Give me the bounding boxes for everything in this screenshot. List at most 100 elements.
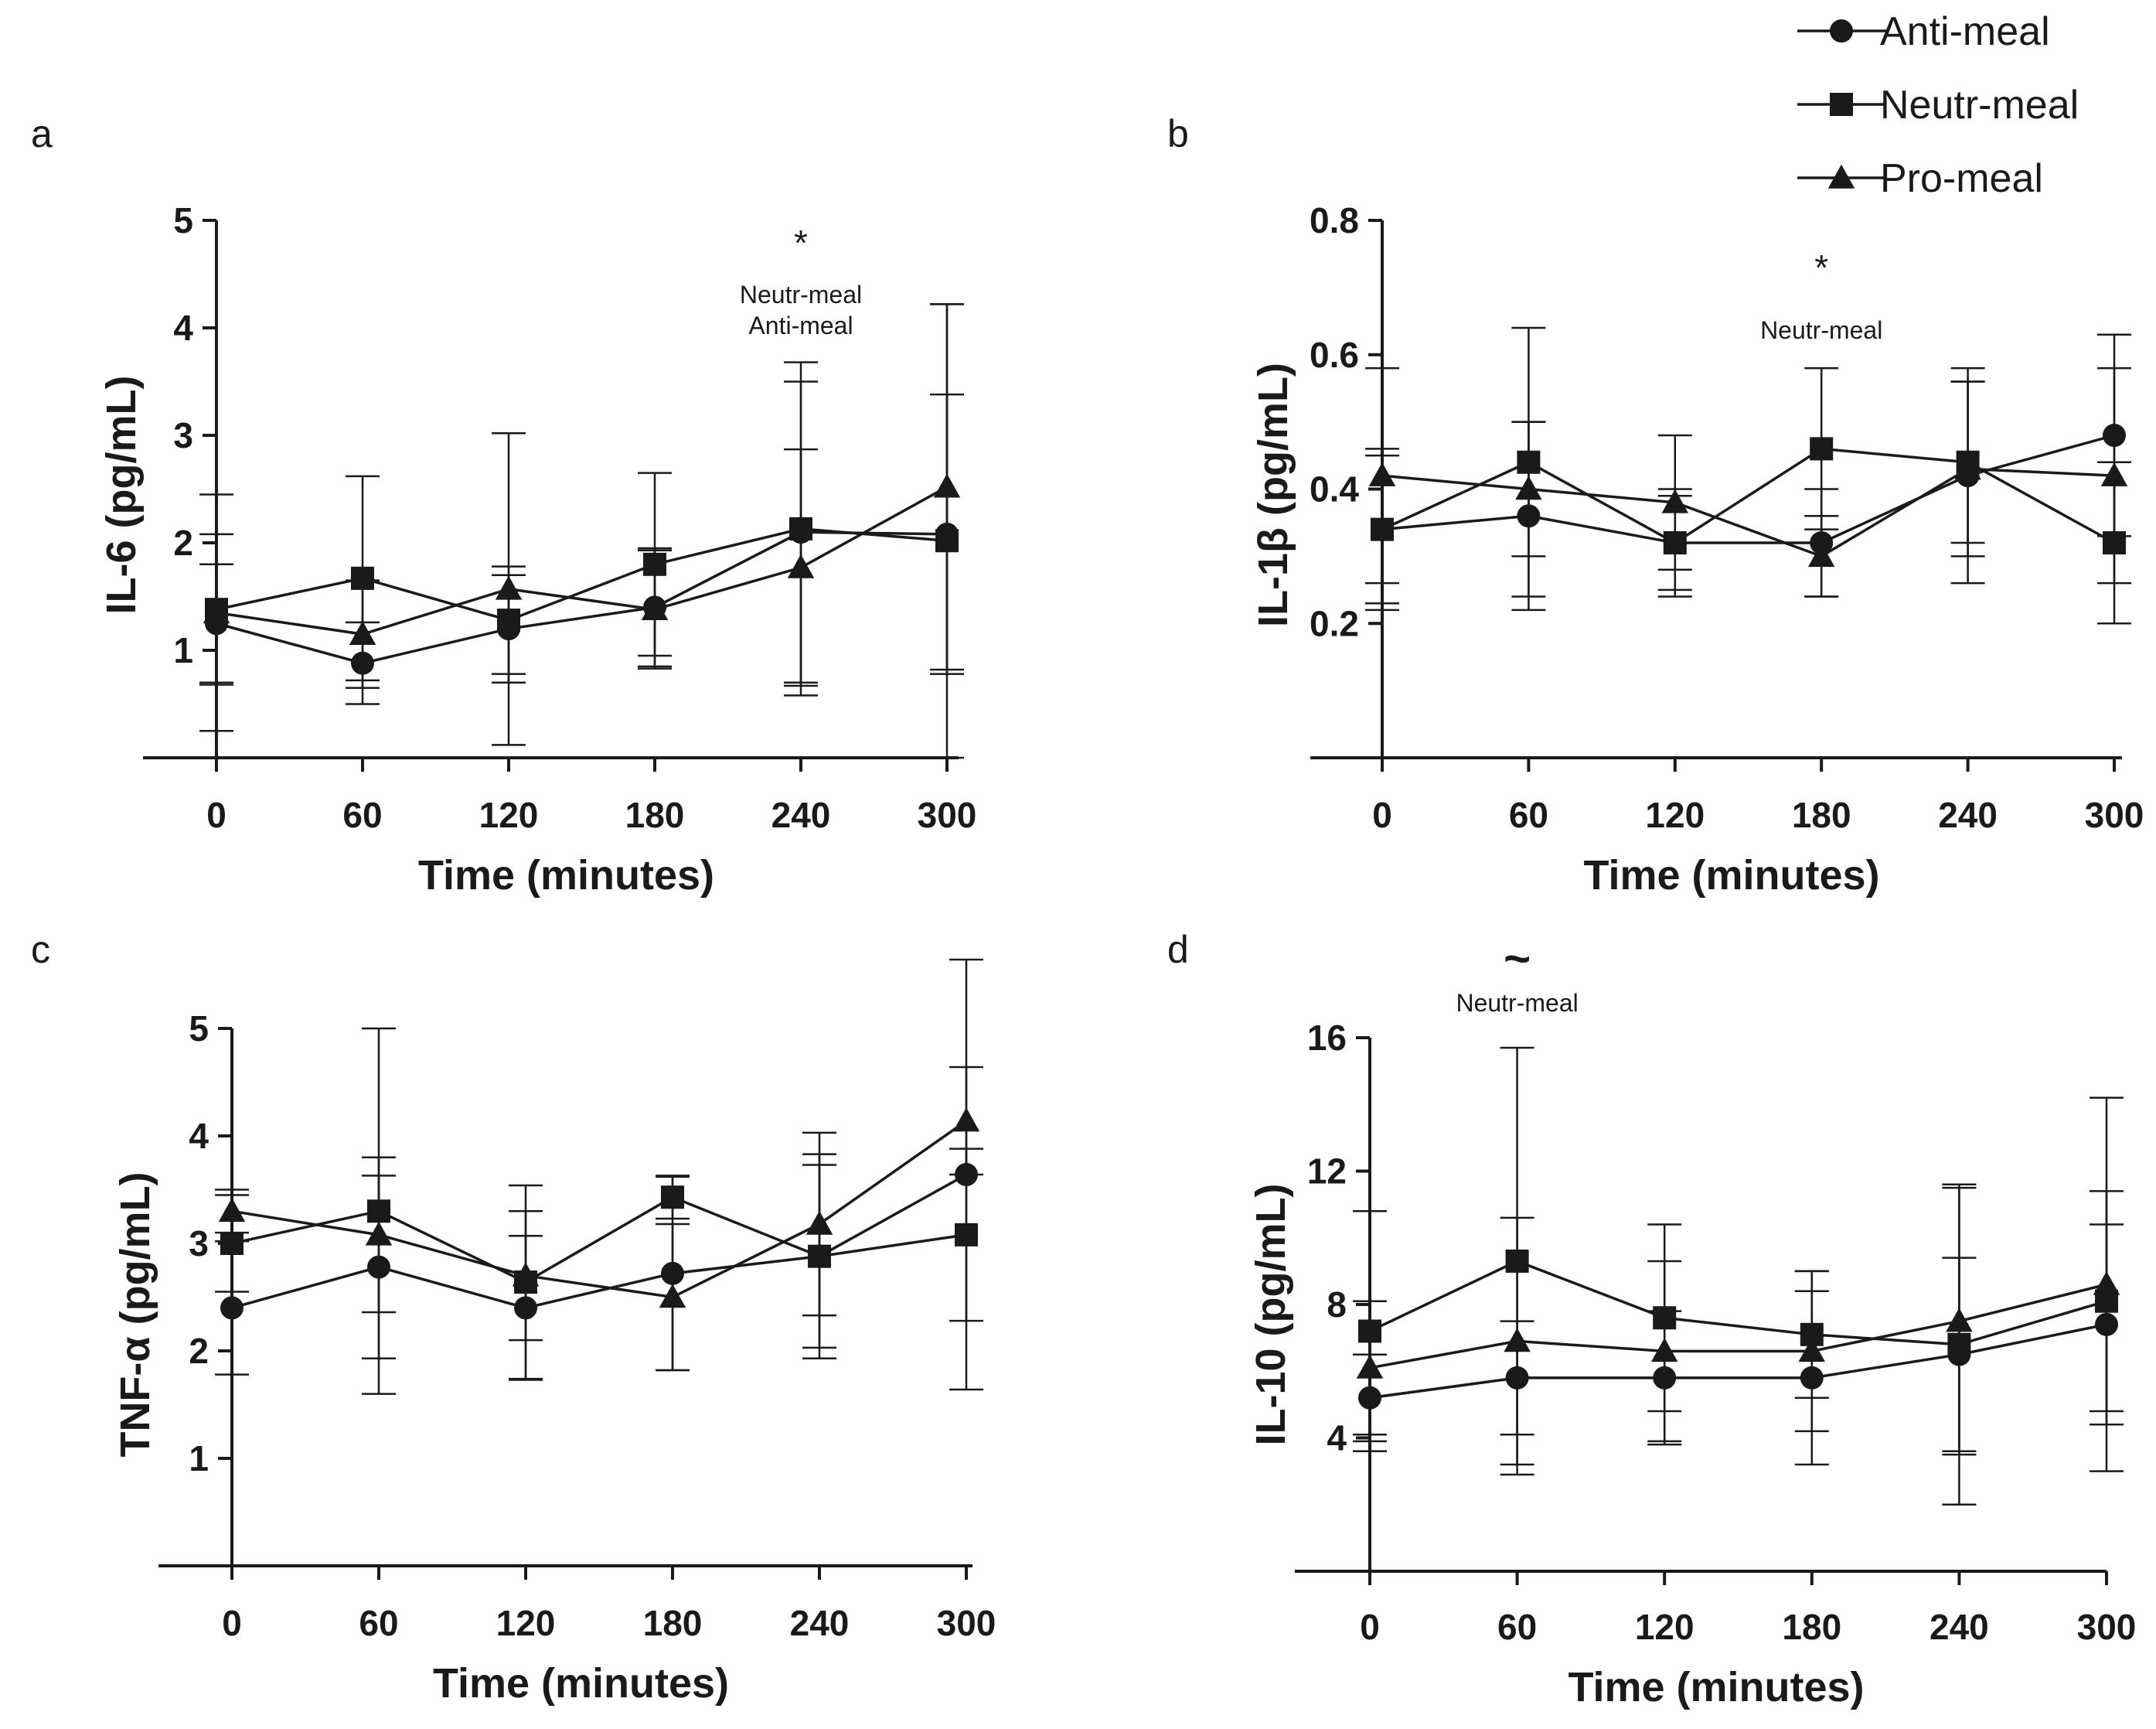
series-anti-meal	[199, 380, 964, 705]
x-tick-label: 120	[1645, 795, 1705, 835]
data-point	[512, 1262, 540, 1287]
data-point	[2100, 462, 2128, 486]
legend-marker-triangle	[1827, 164, 1855, 189]
series-line	[1381, 434, 2115, 544]
y-axis-title: TNF-α (pg/mL)	[112, 1171, 158, 1457]
series-neutr-meal	[215, 1027, 983, 1395]
series-neutr-meal	[1353, 1046, 2124, 1506]
legend: Anti-meal Neutr-meal Pro-meal	[1797, 9, 2079, 201]
data-point	[203, 599, 230, 624]
data-point	[1368, 462, 1396, 486]
y-tick-label: 0.4	[1310, 469, 1359, 510]
series-pro-meal	[215, 1066, 983, 1372]
x-axis-title: Time (minutes)	[1568, 1664, 1864, 1710]
legend-marker-square	[1830, 93, 1853, 116]
y-tick-label: 4	[189, 1116, 209, 1156]
x-tick-label: 180	[643, 1603, 703, 1643]
x-tick-label: 60	[1509, 795, 1548, 835]
y-axis-title: IL-1β (pg/mL)	[1250, 363, 1296, 627]
data-point	[365, 1221, 393, 1246]
panel-letter: d	[1167, 928, 1189, 971]
panel-letter: b	[1167, 112, 1189, 155]
data-point	[1810, 437, 1834, 461]
significance-label: Neutr-meal	[1456, 989, 1578, 1017]
panel-c: c 0 60 120 180 240 300 1 2 3 4 5 Time (minutes) TNF-α…	[31, 928, 996, 1707]
data-point	[349, 620, 376, 645]
y-axis-title: IL-6 (pg/mL)	[98, 376, 145, 615]
data-point	[1515, 476, 1542, 500]
y-tick-label: 0.6	[1310, 335, 1359, 375]
series-line	[231, 1173, 967, 1310]
series-line	[1381, 447, 2115, 545]
y-tick-label: 16	[1307, 1018, 1347, 1058]
legend-entry-anti-meal: Anti-meal	[1797, 9, 2050, 54]
series-pro-meal	[1365, 367, 2131, 598]
x-tick-label: 300	[918, 795, 977, 835]
y-tick-label: 2	[173, 523, 193, 563]
y-tick-label: 4	[173, 308, 193, 348]
series-neutr-meal	[1365, 326, 2131, 625]
y-tick-label: 5	[173, 200, 193, 240]
significance-symbol: *	[794, 223, 808, 263]
data-point	[218, 1198, 246, 1223]
data-point	[952, 1107, 980, 1132]
series-line	[1369, 1260, 2107, 1346]
x-tick-label: 120	[496, 1603, 556, 1643]
series-line	[216, 530, 948, 665]
x-tick-label: 300	[2085, 795, 2144, 835]
series-line	[231, 1195, 967, 1284]
data-point	[1798, 1338, 1826, 1362]
x-tick-label: 60	[342, 795, 382, 835]
y-tick-label: 2	[189, 1331, 209, 1371]
data-point	[806, 1210, 833, 1235]
y-axis-title: IL-10 (pg/mL)	[1248, 1184, 1294, 1446]
data-point	[1946, 1308, 1973, 1332]
significance-symbol: *	[1814, 247, 1828, 288]
data-point	[2093, 1270, 2120, 1295]
y-tick-label: 12	[1307, 1151, 1347, 1192]
x-axis-title: Time (minutes)	[418, 852, 714, 899]
y-tick-label: 1	[173, 630, 193, 670]
x-tick-label: 240	[771, 795, 831, 835]
series-line	[1369, 1323, 2107, 1400]
data-point	[1356, 1354, 1384, 1379]
legend-label: Anti-meal	[1880, 9, 2050, 54]
data-point	[1650, 1338, 1678, 1362]
data-point	[659, 1284, 686, 1308]
x-tick-label: 240	[790, 1603, 850, 1643]
legend-entry-neutr-meal: Neutr-meal	[1797, 83, 2079, 128]
x-tick-label: 0	[1372, 795, 1392, 835]
series-line	[231, 1120, 968, 1299]
series-anti-meal	[215, 958, 983, 1391]
series-pro-meal	[199, 303, 964, 746]
series-pro-meal	[1353, 1096, 2124, 1472]
series-line	[216, 527, 948, 622]
x-tick-label: 120	[1635, 1607, 1694, 1647]
data-point	[787, 554, 815, 578]
x-tick-label: 60	[359, 1603, 398, 1643]
y-tick-label: 0.2	[1310, 603, 1359, 643]
x-tick-label: 240	[1930, 1607, 1989, 1647]
significance-symbol: ~	[1504, 933, 1531, 984]
x-tick-label: 300	[2077, 1607, 2137, 1647]
y-tick-label: 8	[1327, 1284, 1347, 1325]
y-tick-label: 0.8	[1310, 200, 1359, 240]
x-tick-label: 60	[1497, 1607, 1537, 1647]
x-tick-label: 300	[937, 1603, 996, 1643]
y-tick-label: 3	[189, 1223, 209, 1264]
significance-label: Anti-meal	[748, 312, 853, 339]
significance-label: Neutr-meal	[1760, 316, 1882, 344]
x-tick-label: 120	[479, 795, 539, 835]
data-point	[1954, 455, 1981, 480]
data-point	[1661, 489, 1689, 513]
data-point	[933, 473, 961, 498]
y-tick-label: 1	[189, 1438, 209, 1478]
data-point	[641, 595, 669, 620]
y-tick-label: 4	[1327, 1418, 1347, 1458]
data-point	[220, 1232, 244, 1255]
panel-letter: a	[31, 112, 53, 155]
x-axis-title: Time (minutes)	[1583, 852, 1879, 899]
data-point	[1504, 1328, 1531, 1352]
data-point	[955, 1223, 978, 1246]
